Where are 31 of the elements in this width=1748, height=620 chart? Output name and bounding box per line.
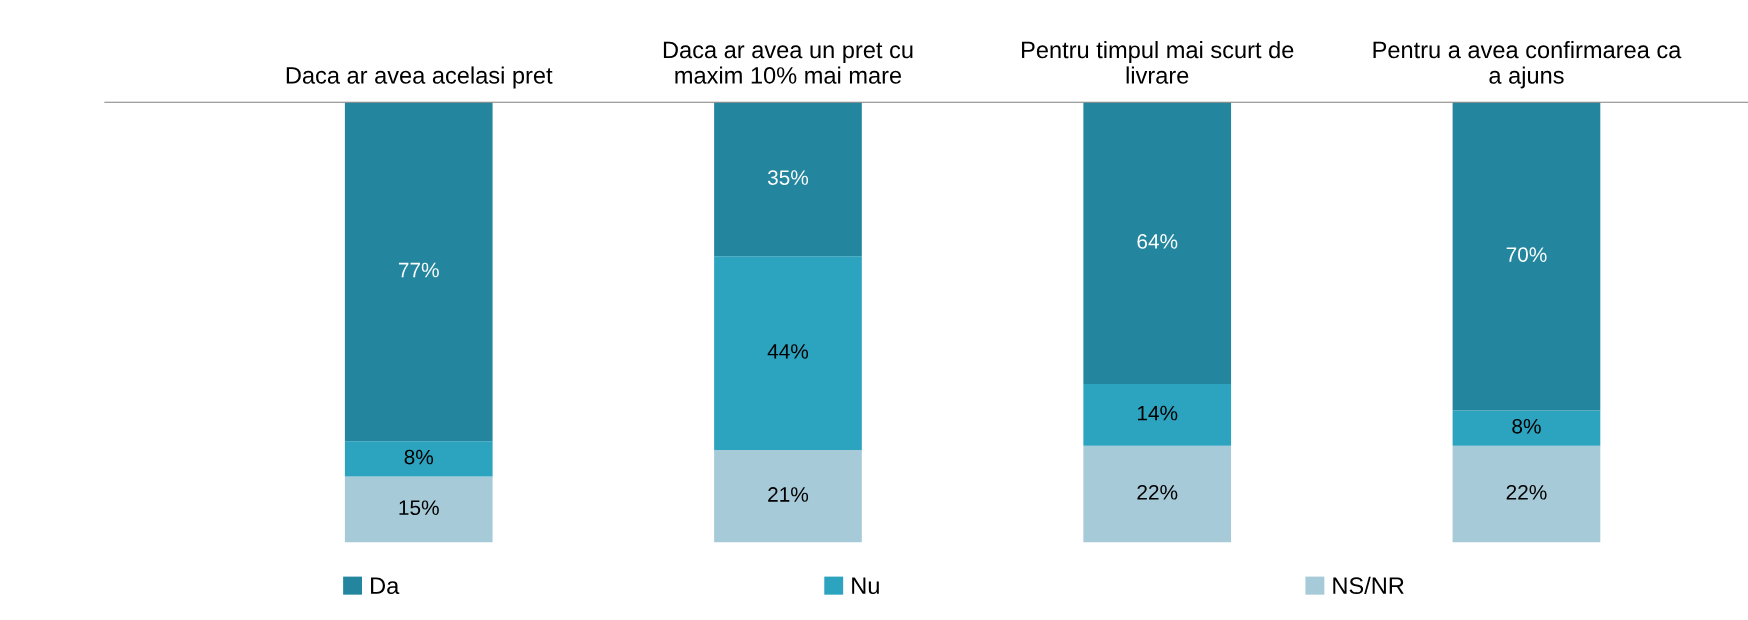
x-tick-label: Pentru timpul mai scurt de livrare [1022,40,1294,84]
bar [714,450,862,543]
legend-label: Da [371,577,400,595]
data-label: 70% [1506,247,1547,262]
bar [714,102,862,257]
bar [1083,384,1232,446]
data-label: 22% [1137,484,1178,500]
x-tick-label: Pentru a avea confirmarea ca a ajuns [1373,40,1682,89]
data-label: 8% [1512,418,1541,434]
data-label: 21% [768,487,809,502]
bar [344,441,493,477]
data-label: 64% [1137,234,1178,249]
bar [714,256,862,451]
bar [1452,445,1601,543]
data-label: 35% [767,170,809,185]
bar [1083,445,1232,543]
data-label: 22% [1506,484,1547,500]
bar [1452,102,1601,411]
data-label: 14% [1137,405,1178,421]
bar [344,476,493,543]
bar [344,102,493,442]
data-label: 77% [398,262,439,278]
data-label: 44% [767,344,809,359]
legend-label: Nu [852,577,879,595]
bar [1452,410,1601,446]
data-label: 8% [404,449,434,465]
bar [1083,102,1232,385]
x-tick-label: Daca ar avea un pret cu maxim 10% mai mare [663,41,913,84]
x-tick-label: Daca ar avea acelasi pret [286,66,553,89]
legend-label: NS/NR [1333,576,1404,595]
data-label: 15% [399,500,439,516]
